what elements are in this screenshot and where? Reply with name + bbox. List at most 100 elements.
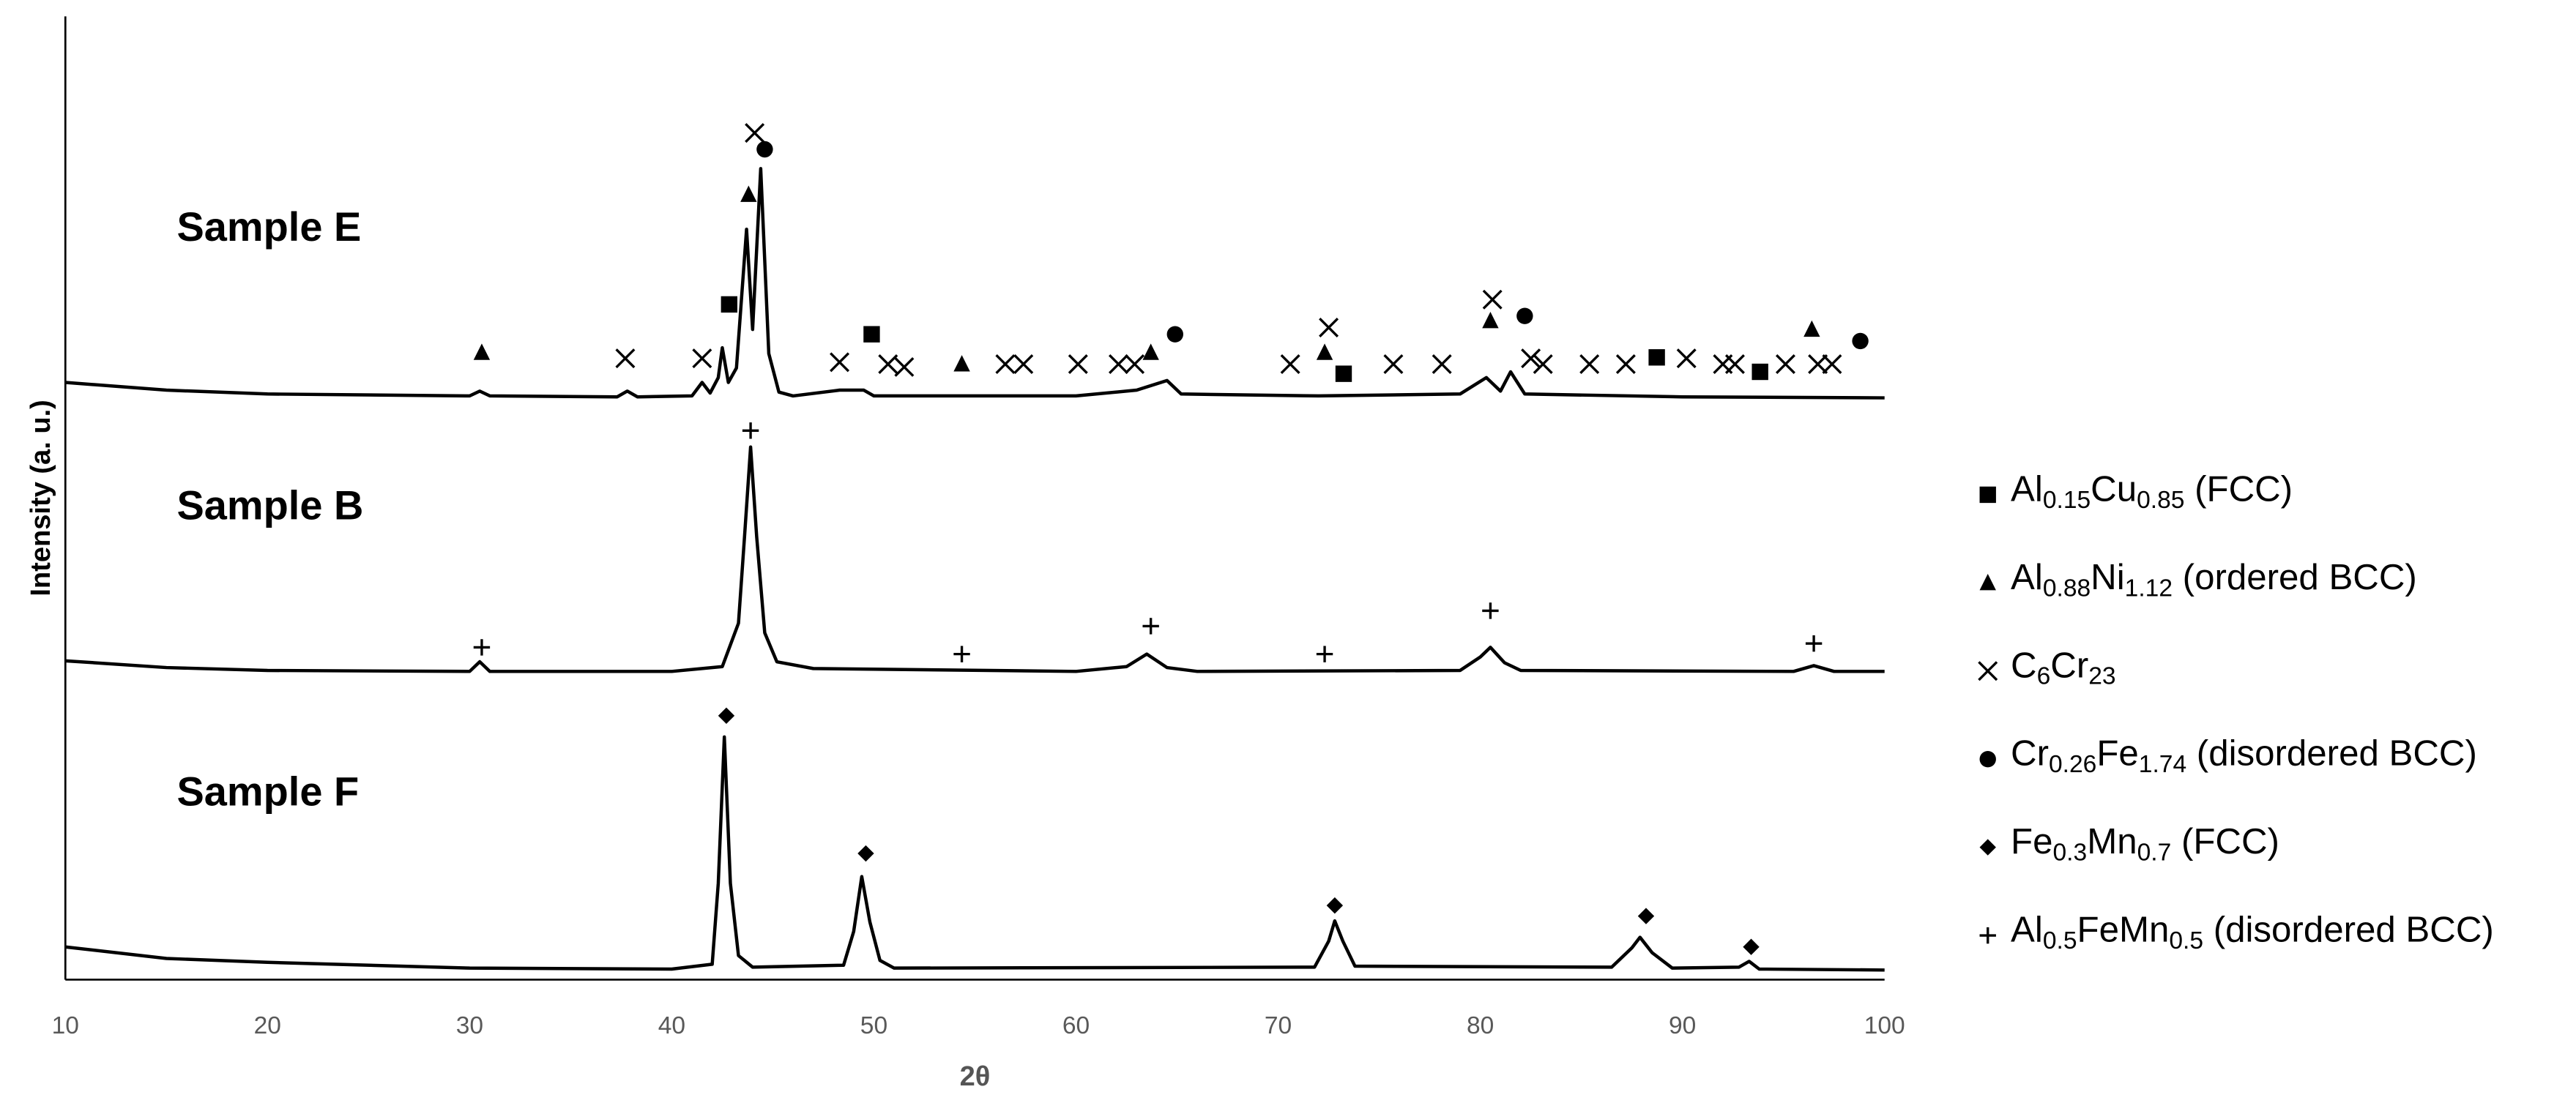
legend-text: Cr (2011, 733, 2049, 774)
legend-text: Ni (2091, 557, 2125, 597)
legend-subscript: 0.15 (2043, 487, 2091, 514)
marker-cross (1822, 354, 1842, 374)
marker-cross (894, 356, 915, 377)
legend-text: Cr (2050, 645, 2088, 685)
legend-text: Fe (2096, 733, 2138, 774)
legend-text: Mn (2087, 821, 2137, 861)
marker-diamond (1743, 938, 1760, 955)
marker-plus (1316, 646, 1333, 662)
marker-diamond (1637, 908, 1655, 924)
marker-cross (830, 352, 850, 373)
legend-subscript: 0.5 (2043, 927, 2077, 954)
x-tick-label: 30 (456, 1012, 483, 1039)
legend-label: Fe0.3Mn0.7 (FCC) (2011, 821, 2279, 866)
marker-triangle (1482, 311, 1499, 329)
legend-label: C6Cr23 (2011, 645, 2116, 689)
x-tick-label: 10 (52, 1012, 79, 1039)
legend-subscript: 0.26 (2049, 751, 2096, 778)
marker-plus (742, 422, 759, 439)
legend-label: Cr0.26Fe1.74 (disordered BCC) (2011, 733, 2477, 778)
legend-label: Al0.5FeMn0.5 (disordered BCC) (2011, 910, 2494, 954)
marker-cross (1108, 354, 1128, 374)
marker-triangle (1803, 320, 1820, 337)
legend-subscript: 23 (2088, 663, 2115, 690)
legend-subscript: 1.12 (2125, 575, 2173, 602)
marker-circle (1852, 332, 1869, 350)
marker-square (1979, 486, 1996, 504)
legend-text: Al (2011, 468, 2043, 509)
legend-text: Cu (2091, 468, 2137, 509)
marker-square (1752, 363, 1768, 381)
marker-plus (1482, 602, 1499, 619)
legend-subscript: 0.85 (2137, 487, 2184, 514)
legend-subscript: 0.7 (2137, 839, 2172, 866)
marker-cross (1676, 348, 1697, 369)
marker-cross (745, 123, 765, 143)
marker-plus (1142, 618, 1159, 635)
marker-cross (1280, 354, 1300, 374)
marker-cross (1125, 354, 1145, 374)
marker-cross (995, 354, 1016, 374)
legend-subscript: 0.3 (2053, 839, 2088, 866)
marker-circle (1166, 326, 1183, 343)
legend-text: FeMn (2077, 910, 2170, 950)
marker-cross (1521, 348, 1541, 369)
marker-cross (1808, 354, 1828, 374)
marker-diamond (857, 845, 874, 862)
legend-text: Fe (2011, 821, 2052, 861)
x-axis-label: 2θ (960, 1061, 991, 1092)
marker-square (1648, 349, 1665, 366)
y-axis-label: Intensity (a. u.) (26, 400, 56, 596)
x-tick-label: 70 (1265, 1012, 1292, 1039)
marker-cross (1482, 289, 1503, 310)
sample-label: Sample F (176, 768, 359, 814)
x-tick-label: 20 (254, 1012, 281, 1039)
marker-square (863, 326, 880, 343)
x-tick-label: 100 (1864, 1012, 1905, 1039)
marker-cross (1432, 354, 1452, 374)
marker-triangle (1316, 343, 1333, 360)
legend-subscript: 0.88 (2043, 575, 2091, 602)
marker-square (721, 296, 738, 313)
legend-text: Al (2011, 910, 2043, 950)
marker-plus (1805, 635, 1823, 652)
legend-label: Al0.15Cu0.85 (FCC) (2011, 468, 2293, 513)
marker-cross (1724, 354, 1745, 374)
marker-cross (615, 348, 636, 369)
legend-text: Al (2011, 557, 2043, 597)
marker-cross (1978, 661, 1998, 681)
diffraction-trace (65, 167, 1885, 400)
marker-cross (1533, 354, 1553, 374)
background (3, 0, 2573, 1114)
diffraction-trace (65, 445, 1885, 673)
marker-cross (1579, 354, 1600, 374)
legend-text: (disordered BCC) (2186, 733, 2477, 774)
marker-circle (756, 141, 773, 158)
marker-cross (1068, 354, 1088, 374)
x-tick-label: 40 (658, 1012, 685, 1039)
marker-plus (473, 639, 491, 656)
marker-cross (1319, 317, 1339, 337)
x-tick-label: 50 (860, 1012, 887, 1039)
legend-subscript: 0.5 (2169, 927, 2203, 954)
marker-cross (1615, 354, 1636, 374)
marker-plus (953, 646, 970, 662)
legend-subscript: 6 (2037, 663, 2051, 690)
marker-triangle (740, 185, 757, 202)
x-tick-label: 80 (1467, 1012, 1494, 1039)
legend-label: Al0.88Ni1.12 (ordered BCC) (2011, 557, 2417, 602)
marker-cross (1013, 354, 1034, 374)
marker-triangle (1979, 574, 1996, 591)
legend-text: C (2011, 645, 2037, 685)
marker-plus (1979, 927, 1996, 944)
marker-cross (878, 354, 898, 374)
marker-triangle (473, 343, 491, 360)
legend-text: (FCC) (2171, 821, 2279, 861)
legend-text: (FCC) (2184, 468, 2293, 509)
marker-circle (1979, 751, 1996, 768)
marker-cross (1775, 354, 1795, 374)
marker-triangle (953, 355, 970, 372)
sample-label: Sample B (176, 482, 363, 528)
marker-circle (1516, 307, 1533, 324)
